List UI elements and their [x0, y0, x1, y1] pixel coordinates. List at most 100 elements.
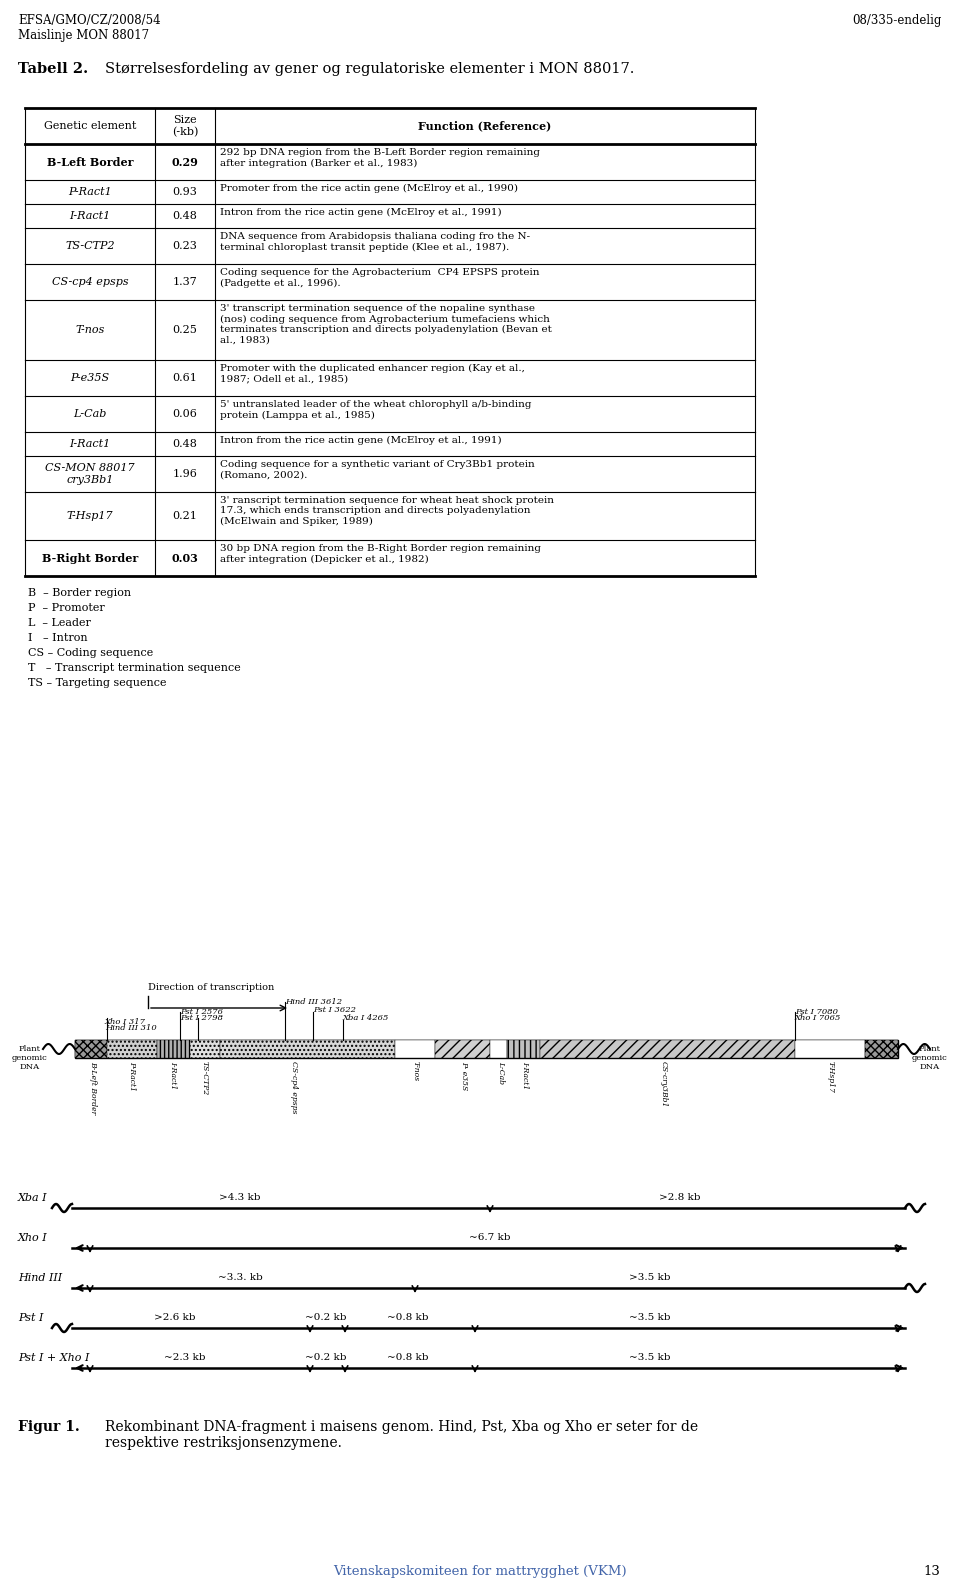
Text: ~0.2 kb: ~0.2 kb [305, 1353, 347, 1361]
Text: >2.8 kb: >2.8 kb [660, 1192, 701, 1202]
Text: L  – Leader: L – Leader [28, 618, 91, 627]
Text: 3' ranscript termination sequence for wheat heat shock protein
17.3, which ends : 3' ranscript termination sequence for wh… [220, 496, 554, 527]
Text: 08/335-endelig: 08/335-endelig [852, 14, 942, 27]
Text: I-Ract1: I-Ract1 [521, 1061, 529, 1088]
Text: 0.93: 0.93 [173, 187, 198, 196]
Text: 292 bp DNA region from the B-Left Border region remaining
after integration (Bar: 292 bp DNA region from the B-Left Border… [220, 148, 540, 168]
Text: I-Ract1: I-Ract1 [169, 1061, 177, 1088]
Text: Genetic element: Genetic element [44, 121, 136, 131]
Text: 0.03: 0.03 [172, 552, 199, 563]
Text: Rekombinant DNA-fragment i maisens genom. Hind, Pst, Xba og Xho er seter for de
: Rekombinant DNA-fragment i maisens genom… [105, 1420, 698, 1451]
Text: Pst I 2798: Pst I 2798 [180, 1013, 223, 1021]
Text: P-Ract1: P-Ract1 [128, 1061, 136, 1092]
Bar [157, 1041, 190, 1058]
Text: Vitenskapskomiteen for mattrygghet (VKM): Vitenskapskomiteen for mattrygghet (VKM) [333, 1566, 627, 1578]
Text: 0.48: 0.48 [173, 211, 198, 220]
Text: Størrelsesfordeling av gener og regulatoriske elementer i MON 88017.: Størrelsesfordeling av gener og regulato… [105, 62, 635, 77]
Text: L-Cab: L-Cab [497, 1061, 505, 1084]
Text: ~0.8 kb: ~0.8 kb [387, 1314, 429, 1321]
Text: Tabell 2.: Tabell 2. [18, 62, 88, 77]
Text: 1.37: 1.37 [173, 278, 198, 287]
Text: EFSA/GMO/CZ/2008/54
Maislinje MON 88017: EFSA/GMO/CZ/2008/54 Maislinje MON 88017 [18, 14, 160, 41]
Text: Pst I 3622: Pst I 3622 [313, 1005, 356, 1013]
Text: T-Hsp17: T-Hsp17 [827, 1061, 835, 1093]
Text: 0.25: 0.25 [173, 326, 198, 335]
Text: Plant
genomic
DNA: Plant genomic DNA [12, 1045, 48, 1071]
Text: Coding sequence for the Agrobacterium  CP4 EPSPS protein
(Padgette et al., 1996): Coding sequence for the Agrobacterium CP… [220, 268, 540, 287]
Text: >2.6 kb: >2.6 kb [155, 1314, 196, 1321]
Text: 30 bp DNA region from the B-Right Border region remaining
after integration (Dep: 30 bp DNA region from the B-Right Border… [220, 544, 541, 563]
Text: Figur 1.: Figur 1. [18, 1420, 80, 1433]
Bar [490, 1041, 507, 1058]
Text: L-Cab: L-Cab [73, 409, 107, 420]
Text: Direction of transcription: Direction of transcription [148, 983, 275, 993]
Text: CS-cp4 epsps: CS-cp4 epsps [52, 278, 129, 287]
Text: I-Ract1: I-Ract1 [69, 211, 110, 220]
Text: TS-CTP2: TS-CTP2 [65, 241, 115, 251]
Text: B-Left Border: B-Left Border [47, 156, 133, 168]
Text: 1.96: 1.96 [173, 469, 198, 479]
Bar [75, 1041, 898, 1058]
Text: P  – Promoter: P – Promoter [28, 603, 105, 613]
Text: Plant
genomic
DNA: Plant genomic DNA [912, 1045, 948, 1071]
Text: T-Hsp17: T-Hsp17 [66, 511, 113, 520]
Bar [435, 1041, 490, 1058]
Text: Xba I 4265: Xba I 4265 [343, 1013, 390, 1021]
Text: Xba I: Xba I [18, 1192, 47, 1203]
Text: I   – Intron: I – Intron [28, 634, 87, 643]
Text: DNA sequence from Arabidopsis thaliana coding fro the N-
terminal chloroplast tr: DNA sequence from Arabidopsis thaliana c… [220, 231, 530, 252]
Text: Intron from the rice actin gene (McElroy et al., 1991): Intron from the rice actin gene (McElroy… [220, 207, 502, 217]
Text: TS – Targeting sequence: TS – Targeting sequence [28, 678, 166, 688]
Text: >4.3 kb: >4.3 kb [219, 1192, 261, 1202]
Text: B-Right Border: B-Right Border [42, 552, 138, 563]
Text: P-Ract1: P-Ract1 [68, 187, 112, 196]
Bar [107, 1041, 157, 1058]
Text: ~0.2 kb: ~0.2 kb [305, 1314, 347, 1321]
Text: 0.29: 0.29 [172, 156, 199, 168]
Text: 0.61: 0.61 [173, 373, 198, 383]
Text: 0.06: 0.06 [173, 409, 198, 420]
Text: ~6.7 kb: ~6.7 kb [469, 1234, 511, 1242]
Bar [540, 1041, 795, 1058]
Text: Hind III: Hind III [18, 1274, 62, 1283]
Text: 3' transcript termination sequence of the nopaline synthase
(nos) coding sequenc: 3' transcript termination sequence of th… [220, 303, 552, 345]
Text: ~3.5 kb: ~3.5 kb [629, 1314, 671, 1321]
Text: 0.48: 0.48 [173, 439, 198, 448]
Text: P-e35S: P-e35S [70, 373, 109, 383]
Text: Promoter with the duplicated enhancer region (Kay et al.,
1987; Odell et al., 19: Promoter with the duplicated enhancer re… [220, 364, 525, 383]
Bar [190, 1041, 220, 1058]
Text: Pst I: Pst I [18, 1314, 43, 1323]
Bar [507, 1041, 540, 1058]
Text: 13: 13 [924, 1566, 940, 1578]
Text: ~0.8 kb: ~0.8 kb [387, 1353, 429, 1361]
Text: CS-MON 88017
cry3Bb1: CS-MON 88017 cry3Bb1 [45, 463, 134, 485]
Text: CS-cry3Bb1: CS-cry3Bb1 [660, 1061, 668, 1108]
Text: I-Ract1: I-Ract1 [69, 439, 110, 448]
Text: TS-CTP2: TS-CTP2 [201, 1061, 209, 1095]
Text: Xho I: Xho I [18, 1234, 48, 1243]
Text: Pst I + Xho I: Pst I + Xho I [18, 1353, 89, 1363]
Text: Pst I 7080: Pst I 7080 [795, 1009, 838, 1017]
Bar [220, 1041, 395, 1058]
Text: Coding sequence for a synthetic variant of Cry3Bb1 protein
(Romano, 2002).: Coding sequence for a synthetic variant … [220, 460, 535, 479]
Text: Xho I 317: Xho I 317 [105, 1018, 146, 1026]
Text: >3.5 kb: >3.5 kb [629, 1274, 671, 1282]
Text: ~2.3 kb: ~2.3 kb [164, 1353, 205, 1361]
Text: 0.23: 0.23 [173, 241, 198, 251]
Text: Promoter from the rice actin gene (McElroy et al., 1990): Promoter from the rice actin gene (McElr… [220, 184, 518, 193]
Text: B-Left Border: B-Left Border [89, 1061, 97, 1114]
Bar [75, 1041, 107, 1058]
Text: Pst I 2576: Pst I 2576 [180, 1009, 223, 1017]
Text: Hind III 3612: Hind III 3612 [285, 998, 342, 1005]
Bar [395, 1041, 435, 1058]
Text: P- e35S: P- e35S [460, 1061, 468, 1090]
Text: T-nos: T-nos [75, 326, 105, 335]
Text: CS – Coding sequence: CS – Coding sequence [28, 648, 154, 658]
Text: ~3.5 kb: ~3.5 kb [629, 1353, 671, 1361]
Text: B  – Border region: B – Border region [28, 587, 132, 598]
Text: Size
(-kb): Size (-kb) [172, 115, 198, 137]
Text: CS-cp4 epsps: CS-cp4 epsps [290, 1061, 298, 1114]
Text: ~3.3. kb: ~3.3. kb [218, 1274, 262, 1282]
Text: 5' untranslated leader of the wheat chlorophyll a/b-binding
protein (Lamppa et a: 5' untranslated leader of the wheat chlo… [220, 401, 532, 420]
Text: T   – Transcript termination sequence: T – Transcript termination sequence [28, 662, 241, 674]
